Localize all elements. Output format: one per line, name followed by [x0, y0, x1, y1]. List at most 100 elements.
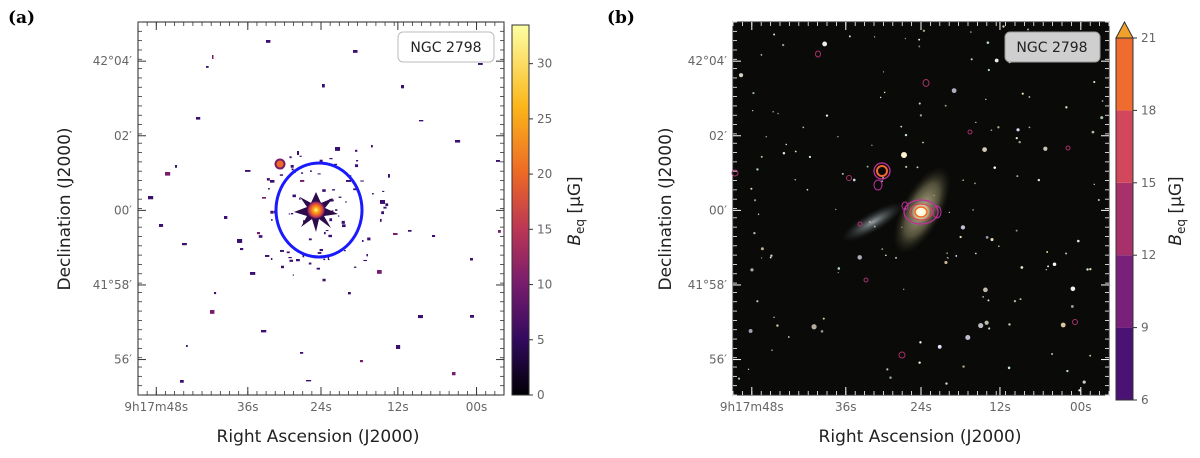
star — [944, 104, 947, 107]
speckle — [210, 310, 215, 314]
speckle — [382, 190, 385, 193]
star — [760, 155, 763, 158]
y-tick-label: 02′ — [114, 129, 132, 143]
x-tick-label: 36s — [835, 400, 857, 414]
speckle — [366, 253, 368, 257]
y-tick-label: 00′ — [709, 203, 727, 217]
y-tick-label: 56′ — [709, 353, 727, 367]
star — [1078, 389, 1081, 392]
panel-b-xlabel: Right Ascension (J2000) — [819, 427, 1022, 447]
panel-a-central-source — [274, 158, 338, 232]
star — [771, 349, 773, 351]
speckle — [186, 345, 188, 348]
star — [753, 199, 757, 202]
star — [1020, 266, 1024, 269]
star — [787, 336, 790, 338]
star — [1016, 175, 1019, 178]
speckle — [265, 255, 270, 257]
speckle — [290, 212, 294, 215]
star — [825, 114, 829, 117]
speckle — [267, 188, 270, 190]
speckle — [355, 149, 358, 152]
x-tick-label: 24s — [910, 400, 932, 414]
speckle — [408, 230, 412, 232]
star — [946, 256, 949, 259]
panel-a-ellipse — [274, 161, 364, 259]
speckle — [341, 220, 345, 224]
colorbar-outline — [1115, 37, 1134, 401]
panel-b-colorbar-ticks: 6 9 12 15 18 21 — [1133, 31, 1156, 407]
panel-a-label: (a) — [8, 8, 36, 28]
colorbar-level — [1116, 38, 1133, 111]
colorbar-extend — [1115, 20, 1134, 39]
speckle — [353, 188, 357, 191]
speckle — [356, 160, 359, 162]
speckle — [266, 178, 270, 181]
speckle — [257, 232, 260, 235]
speckle — [180, 380, 184, 383]
star — [948, 211, 951, 214]
speckle — [261, 330, 267, 333]
speckle — [478, 63, 483, 65]
star — [873, 36, 876, 38]
speckle — [323, 231, 326, 235]
star — [918, 45, 921, 48]
star — [1076, 239, 1080, 243]
panel-a-colorbar-ticks: 0 5 10 15 20 25 30 — [529, 57, 552, 402]
x-tick-label: 36s — [237, 400, 259, 414]
panel-a-emission-speckles — [148, 40, 501, 383]
star — [1097, 199, 1100, 201]
x-tick-label: 00s — [466, 400, 488, 414]
star — [993, 166, 997, 169]
star — [794, 150, 797, 153]
speckle — [360, 360, 363, 363]
star — [837, 135, 839, 138]
star — [1013, 299, 1017, 303]
star — [837, 272, 839, 274]
panel-b-label: (b) — [607, 8, 635, 28]
speckle — [335, 209, 338, 211]
speckle — [322, 278, 326, 282]
speckle — [271, 219, 273, 221]
speckle — [296, 259, 300, 262]
star — [802, 126, 805, 129]
star — [937, 344, 942, 349]
star — [1060, 322, 1066, 328]
speckle — [214, 292, 217, 295]
speckle — [385, 203, 389, 207]
speckle — [337, 215, 340, 217]
panel-b-colorbar — [1115, 20, 1134, 401]
colorbar-tick-label: 12 — [1141, 248, 1156, 262]
star — [922, 141, 924, 144]
speckle — [419, 120, 424, 122]
speckle — [266, 40, 271, 43]
star — [848, 35, 851, 38]
star — [756, 300, 759, 303]
speckle — [371, 192, 374, 195]
star — [772, 110, 774, 113]
speckle — [327, 258, 330, 261]
speckle — [308, 238, 312, 241]
star — [885, 254, 887, 257]
speckle — [328, 234, 332, 238]
x-tick-label: 12s — [989, 400, 1011, 414]
panel-a-galaxy-label: NGC 2798 — [410, 40, 481, 56]
star — [983, 287, 988, 293]
star — [747, 368, 750, 370]
speckle — [379, 218, 382, 222]
y-tick-label: 00′ — [114, 203, 132, 217]
panel-b-galaxy-label: NGC 2798 — [1016, 40, 1087, 56]
star — [852, 178, 856, 182]
star — [975, 121, 977, 124]
speckle — [206, 66, 209, 68]
speckle — [323, 258, 326, 261]
speckle — [300, 180, 305, 182]
speckle — [281, 265, 284, 269]
speckle — [331, 210, 334, 212]
speckle — [322, 84, 325, 88]
star — [841, 172, 844, 176]
star — [1007, 366, 1011, 370]
speckle — [310, 170, 312, 172]
speckle — [329, 158, 333, 160]
speckle — [212, 55, 214, 59]
